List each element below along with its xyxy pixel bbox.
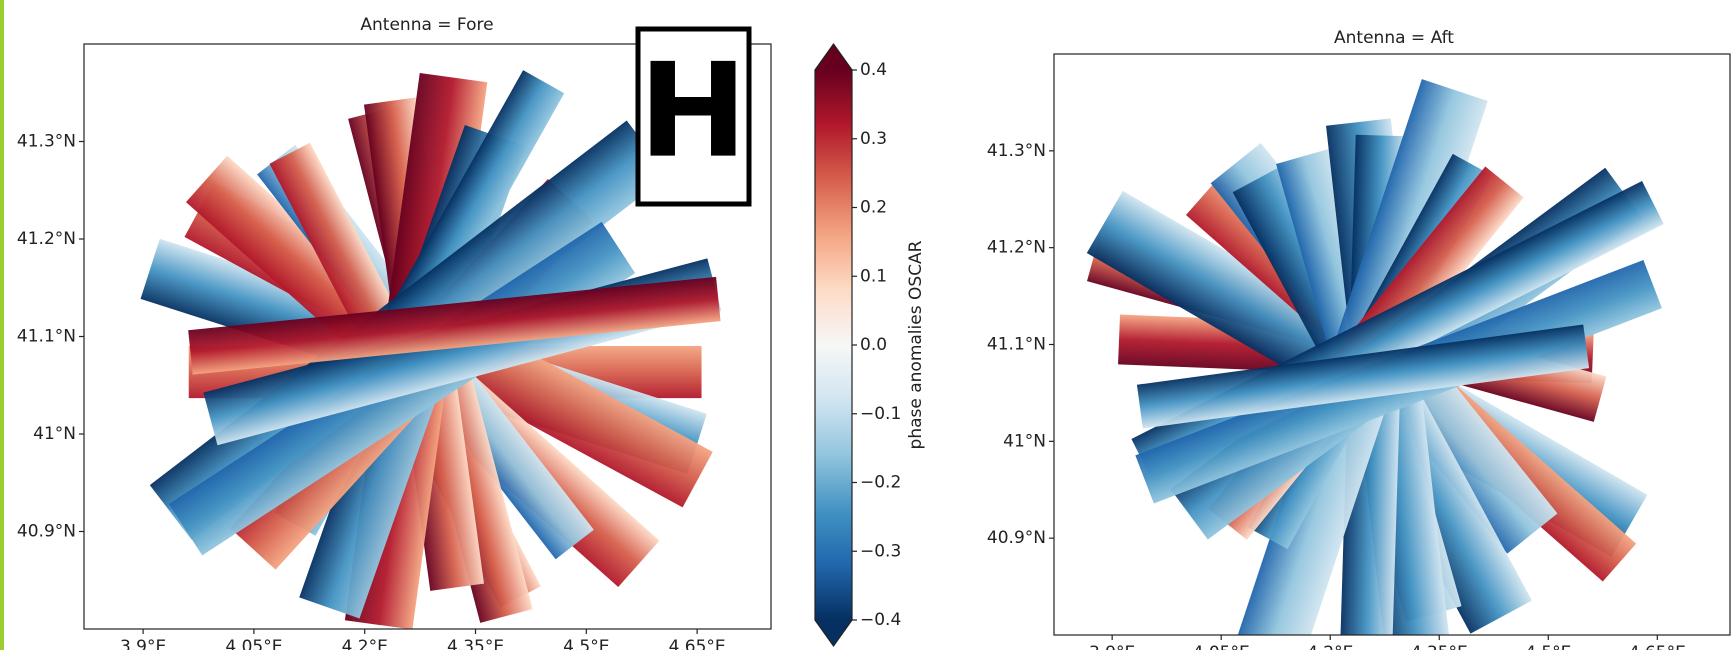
colorbar-tick-label: 0.4 <box>860 60 887 80</box>
x-tick-label: 3.9°E <box>1089 643 1135 650</box>
colorbar <box>815 70 852 620</box>
colorbar-tick-label: −0.4 <box>860 610 901 630</box>
colorbar-extend-bottom <box>815 620 852 646</box>
panel-title: Antenna = Fore <box>360 15 493 35</box>
swaths <box>141 70 722 629</box>
page: {"panel_label": "H", "chart_data": [ {"t… <box>0 0 1731 650</box>
colorbar-tick-label: 0.2 <box>860 198 887 218</box>
y-tick-label: 41.1°N <box>987 335 1046 355</box>
x-tick-label: 4.05°E <box>225 637 282 650</box>
colorbar-tick-label: 0.0 <box>860 335 887 355</box>
x-tick-label: 4.5°E <box>563 637 609 650</box>
y-tick-label: 41.2°N <box>17 229 76 249</box>
colorbar-tick-label: 0.1 <box>860 266 887 286</box>
colorbar-label: phase anomalies OSCAR <box>906 240 926 449</box>
x-tick-label: 4.35°E <box>1411 643 1468 650</box>
y-tick-label: 41.2°N <box>987 238 1046 258</box>
swaths <box>1087 79 1664 650</box>
panel-label: H <box>639 35 748 187</box>
y-tick-label: 41°N <box>33 424 76 444</box>
x-tick-label: 4.65°E <box>1629 643 1686 650</box>
y-tick-label: 41.3°N <box>987 141 1046 161</box>
figure: Antenna = Fore 3.9°E 4.05°E 4.2°E 4.35°E 4.5°… <box>0 0 1731 650</box>
colorbar-tick-label: −0.2 <box>860 473 901 493</box>
x-tick-label: 4.05°E <box>1193 643 1250 650</box>
y-tick-label: 40.9°N <box>17 522 76 542</box>
x-tick-label: 4.65°E <box>669 637 726 650</box>
x-tick-label: 3.9°E <box>120 637 166 650</box>
colorbar-extend-top <box>815 44 852 70</box>
y-tick-label: 40.9°N <box>987 528 1046 548</box>
panel-title: Antenna = Aft <box>1334 28 1454 48</box>
x-tick-label: 4.35°E <box>447 637 504 650</box>
edge-accent <box>0 0 4 650</box>
x-tick-label: 4.2°E <box>342 637 388 650</box>
colorbar-tick-label: −0.3 <box>860 541 901 561</box>
y-tick-label: 41.1°N <box>17 327 76 347</box>
y-tick-label: 41.3°N <box>17 132 76 152</box>
x-tick-label: 4.2°E <box>1307 643 1353 650</box>
y-tick-label: 41°N <box>1003 431 1046 451</box>
x-tick-label: 4.5°E <box>1525 643 1571 650</box>
colorbar-tick-label: 0.3 <box>860 129 887 149</box>
colorbar-tick-label: −0.1 <box>860 404 901 424</box>
